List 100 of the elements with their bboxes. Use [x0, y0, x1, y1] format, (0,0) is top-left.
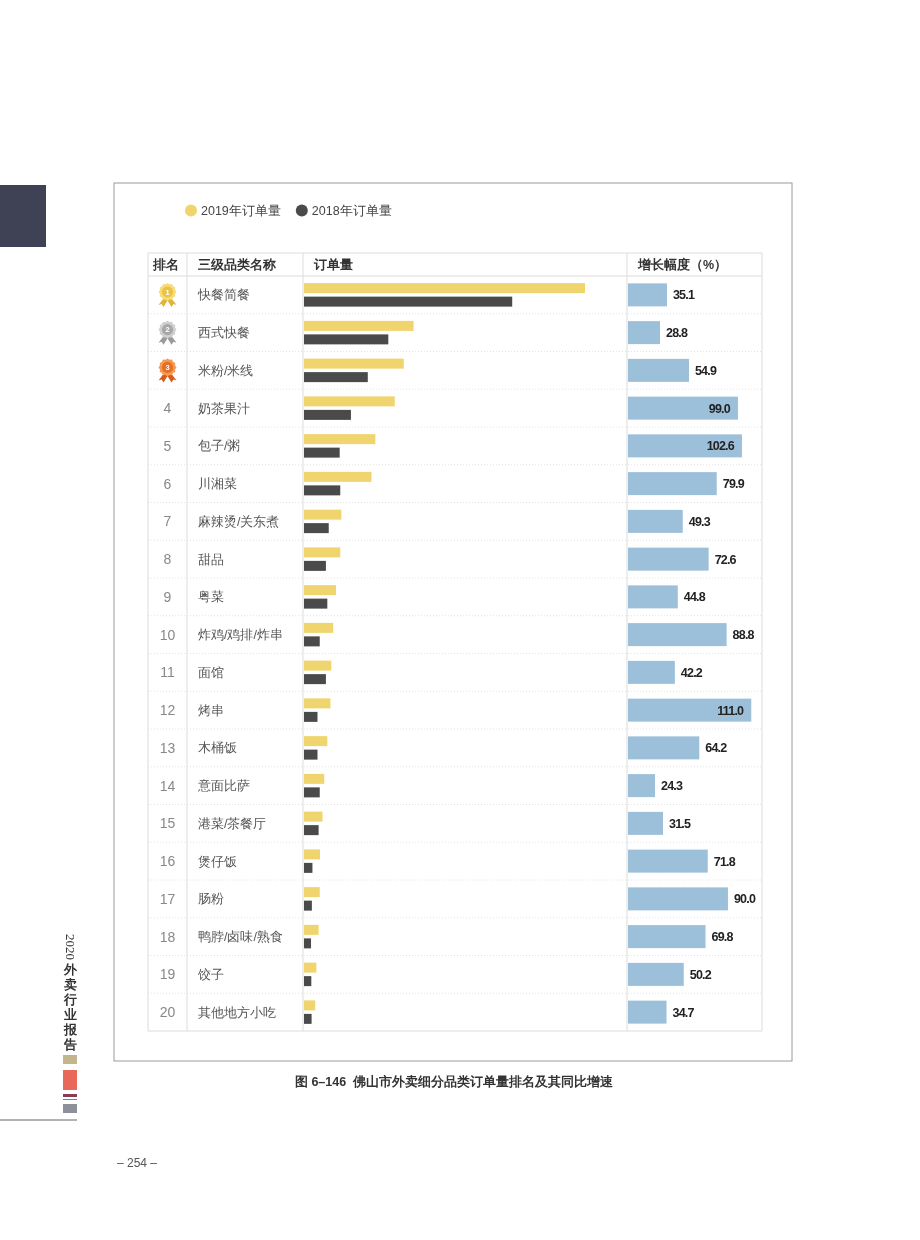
y-axis-title: 三级品类名称 [198, 258, 276, 272]
bar [304, 849, 321, 860]
bar [304, 1000, 316, 1011]
bar [628, 660, 675, 684]
y2-tick-label: 13 [159, 739, 176, 756]
bar [304, 698, 331, 709]
y2-tick-label: 5 [163, 437, 172, 454]
data-label: 64.2 [705, 741, 728, 756]
y-tick-label: 西式快餐 [198, 326, 250, 341]
y-tick-label: 煲仔饭 [198, 854, 237, 869]
bar [304, 358, 404, 369]
x-axis-title: 增长幅度（%） [637, 257, 728, 272]
bar [304, 434, 376, 445]
y2-tick-label: 16 [159, 853, 176, 870]
bar [304, 296, 513, 307]
bar [304, 887, 320, 898]
y-tick-label: 意面比萨 [197, 779, 250, 794]
data-label: 72.6 [714, 552, 737, 567]
bar [304, 598, 328, 609]
data-label: 24.3 [660, 779, 683, 794]
bar [304, 736, 328, 747]
data-label: 71.8 [713, 854, 736, 869]
bar [304, 962, 317, 973]
bar [304, 334, 389, 345]
bar [628, 1000, 667, 1024]
bar [628, 434, 742, 458]
bar [304, 811, 323, 822]
bar [304, 938, 312, 949]
y-tick-label: 其他地方小吃 [198, 1004, 276, 1020]
data-label: 34.7 [672, 1005, 695, 1020]
y-tick-label: 饺子 [197, 967, 224, 982]
data-label: 102.6 [706, 439, 735, 454]
bar [628, 321, 660, 345]
bar [628, 962, 684, 986]
bar [304, 1013, 312, 1024]
bar [304, 900, 312, 911]
y2-tick-label: 20 [159, 1004, 176, 1021]
y2-tick-label: 15 [159, 815, 176, 832]
bar [304, 547, 341, 558]
data-label: 31.5 [668, 816, 691, 831]
bar [628, 585, 678, 609]
bar [304, 674, 326, 685]
bar [304, 509, 342, 520]
bar [304, 523, 329, 534]
y2-tick-label: 4 [163, 400, 172, 417]
y-tick-label: 麻辣烫/关东煮 [198, 514, 280, 529]
data-label: 50.2 [689, 967, 712, 982]
bar [304, 924, 319, 935]
bar [304, 622, 334, 633]
data-label: 42.2 [680, 665, 703, 680]
y2-tick-label: 10 [159, 626, 176, 643]
data-label: 111.0 [717, 703, 745, 718]
y-tick-label: 鸭脖/卤味/熟食 [198, 930, 283, 945]
y2-tick-label: 12 [159, 702, 176, 719]
bar [628, 925, 706, 949]
y-tick-label: 港菜/茶餐厅 [198, 816, 267, 831]
bar [304, 862, 313, 873]
bar [628, 698, 752, 722]
y-tick-label: 面馆 [198, 665, 224, 680]
data-label: 44.8 [683, 590, 706, 605]
text: 2020外卖行业报告 [62, 934, 78, 1052]
legend-label: 2018年订单量 [311, 204, 392, 218]
bar [628, 849, 708, 873]
y-tick-label: 包子/粥 [198, 439, 241, 454]
data-label: 99.0 [708, 401, 731, 416]
bar [628, 547, 709, 571]
bar [304, 372, 368, 383]
bar [628, 396, 738, 420]
bar [304, 471, 372, 482]
bar [304, 485, 341, 496]
y2-tick-label: 19 [159, 966, 176, 983]
bar [304, 749, 318, 760]
bar [628, 736, 700, 760]
text: 图 6–146 佛山市外卖细分品类订单量排名及其同比增速 [294, 1074, 615, 1089]
text: – 254 – [117, 1156, 158, 1170]
y-tick-label: 粤菜 [198, 590, 224, 605]
bar [628, 283, 667, 307]
bar [304, 283, 586, 294]
bar [304, 773, 325, 784]
data-label: 88.8 [732, 628, 755, 643]
bar [304, 787, 320, 798]
bar [628, 509, 683, 533]
y-tick-label: 奶茶果汁 [198, 401, 250, 416]
data-label: 90.0 [733, 892, 756, 907]
bar [304, 396, 395, 407]
data-label: 49.3 [688, 514, 711, 529]
legend-label: 2019年订单量 [201, 204, 281, 218]
y2-tick-label: 8 [163, 551, 172, 568]
bar [304, 976, 312, 987]
data-label: 69.8 [711, 930, 734, 945]
y2-tick-label: 17 [159, 890, 176, 907]
x-axis-title: 订单量 [313, 257, 353, 272]
bar [628, 358, 689, 382]
y-tick-label: 快餐简餐 [197, 288, 250, 303]
y-tick-label: 川湘菜 [198, 477, 237, 492]
bar [304, 409, 351, 420]
y2-tick-label: 6 [163, 475, 172, 492]
bar [304, 447, 340, 458]
y2-tick-label: 14 [159, 777, 176, 794]
y-tick-label: 米粉/米线 [198, 363, 254, 378]
